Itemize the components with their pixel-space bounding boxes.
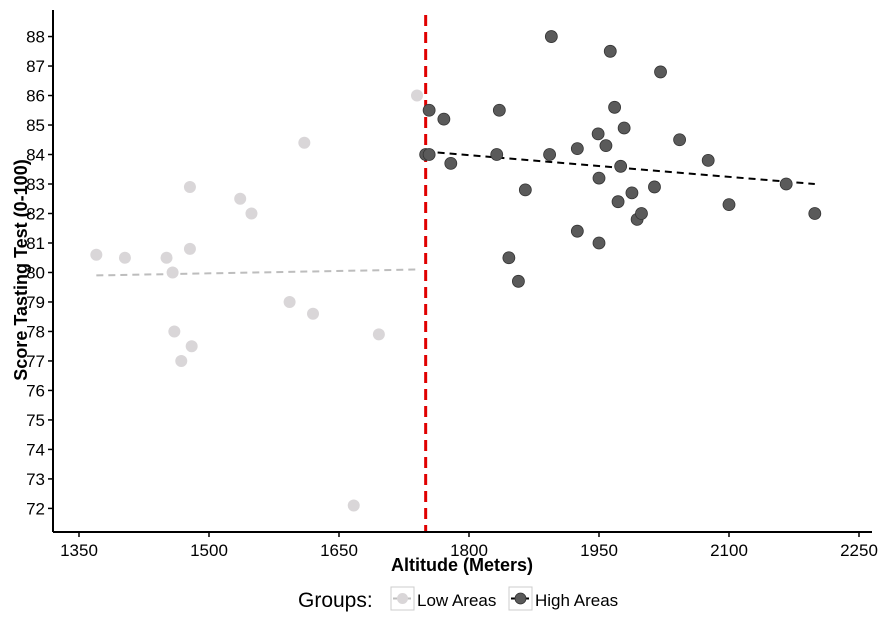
data-point-high-areas — [603, 44, 617, 58]
x-tick-label: 2100 — [710, 541, 748, 560]
x-tick-label: 1950 — [580, 541, 618, 560]
data-point-high-areas — [422, 148, 436, 161]
tick-labels-layer: 1350 1500 1650 1800 1950 2100 2250 72 73 74 75 76 77… — [26, 28, 878, 560]
data-point-low-areas — [298, 136, 311, 149]
data-point-low-areas — [166, 266, 179, 279]
y-tick-label: 80 — [26, 263, 45, 282]
data-point-high-areas — [722, 198, 736, 212]
data-point-high-areas — [614, 159, 628, 173]
data-point-high-areas — [701, 154, 715, 167]
y-tick-label: 87 — [26, 57, 45, 76]
data-point-low-areas — [160, 251, 173, 264]
data-point-low-areas — [90, 248, 103, 261]
data-point-high-areas — [502, 251, 516, 265]
data-point-high-areas — [599, 139, 613, 153]
y-tick-label: 81 — [26, 234, 45, 253]
data-point-high-areas — [490, 148, 504, 161]
data-points-layer — [90, 30, 822, 512]
x-tick-label: 2250 — [840, 541, 878, 560]
data-point-high-areas — [608, 100, 621, 114]
data-point-high-areas — [570, 142, 584, 156]
data-point-low-areas — [234, 192, 247, 205]
y-tick-label: 78 — [26, 322, 45, 341]
data-point-high-areas — [611, 195, 625, 209]
trend-line-low-areas — [96, 268, 418, 277]
data-point-high-areas — [592, 171, 606, 185]
y-tick-label: 77 — [26, 352, 45, 371]
legend-title: Groups: — [298, 589, 373, 612]
data-point-high-areas — [779, 177, 793, 191]
data-point-low-areas — [183, 180, 196, 193]
data-point-high-areas — [512, 274, 525, 288]
x-tick-label: 1650 — [320, 541, 358, 560]
legend-label-low-areas: Low Areas — [417, 591, 496, 610]
y-tick-label: 72 — [26, 499, 45, 518]
data-point-low-areas — [183, 242, 196, 255]
legend-item-high-areas: High Areas — [508, 586, 618, 611]
data-point-high-areas — [543, 148, 556, 161]
data-point-high-areas — [635, 207, 648, 220]
data-point-low-areas — [307, 307, 319, 320]
y-tick-label: 85 — [26, 116, 45, 135]
data-point-low-areas — [185, 340, 198, 353]
legend-key-dot-low-areas — [397, 593, 408, 604]
data-point-high-areas — [518, 183, 532, 197]
data-point-low-areas — [168, 325, 181, 338]
legend-label-high-areas: High Areas — [535, 591, 618, 610]
y-axis-title: Score Tasting Test (0-100) — [11, 159, 31, 380]
x-axis-title: Altitude (Meters) — [391, 555, 533, 575]
data-point-low-areas — [347, 499, 360, 512]
data-point-high-areas — [591, 127, 605, 141]
data-point-high-areas — [673, 133, 686, 147]
data-point-low-areas — [372, 328, 385, 341]
data-point-high-areas — [544, 30, 558, 43]
data-point-high-areas — [437, 112, 451, 126]
legend-key-dot-high-areas — [514, 592, 527, 605]
data-point-high-areas — [808, 207, 822, 220]
data-point-high-areas — [654, 65, 667, 79]
y-tick-label: 82 — [26, 204, 45, 223]
data-point-low-areas — [411, 89, 423, 102]
y-tick-label: 88 — [26, 28, 45, 47]
y-tick-label: 83 — [26, 175, 45, 194]
y-tick-label: 76 — [26, 381, 45, 400]
y-tick-label: 79 — [26, 293, 45, 312]
y-tick-label: 84 — [26, 146, 45, 165]
data-point-high-areas — [444, 156, 458, 170]
data-point-high-areas — [625, 186, 639, 200]
y-tick-label: 75 — [26, 411, 45, 430]
data-point-high-areas — [492, 103, 506, 117]
data-point-high-areas — [570, 224, 584, 238]
data-point-high-areas — [648, 180, 661, 194]
x-tick-label: 1800 — [450, 541, 488, 560]
x-tick-label: 1500 — [190, 541, 228, 560]
data-point-high-areas — [592, 236, 606, 250]
trend-lines-layer — [96, 150, 815, 277]
y-tick-label: 86 — [26, 87, 45, 106]
legend-item-low-areas: Low Areas — [390, 586, 496, 611]
data-point-low-areas — [245, 207, 258, 220]
data-point-low-areas — [175, 354, 188, 367]
y-tick-label: 73 — [26, 470, 45, 489]
data-point-high-areas — [617, 121, 631, 135]
data-point-low-areas — [283, 295, 296, 308]
data-point-high-areas — [422, 103, 436, 117]
y-tick-label: 74 — [26, 440, 45, 459]
data-point-low-areas — [118, 251, 131, 264]
x-tick-label: 1350 — [60, 541, 98, 560]
axes-layer — [48, 10, 872, 537]
legend: Groups: Low Areas High Areas — [298, 586, 618, 612]
